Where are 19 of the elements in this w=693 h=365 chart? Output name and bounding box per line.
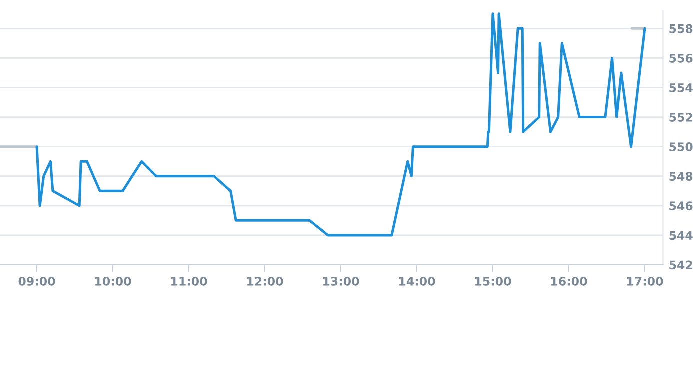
x-tick-label: 09:00 — [18, 277, 56, 286]
x-tick-label: 14:00 — [400, 277, 436, 286]
y-tick-label: 546 — [670, 202, 693, 211]
y-tick-label: 558 — [670, 24, 693, 34]
y-tick-label: 554 — [670, 84, 693, 92]
x-tick-label: 12:00 — [248, 277, 284, 286]
y-tick-label: 550 — [670, 142, 693, 152]
x-tick-label: 16:00 — [552, 277, 588, 286]
y-tick-label: 552 — [670, 113, 692, 122]
x-tick-label: 11:00 — [172, 277, 208, 286]
x-tick-label: 15:00 — [476, 277, 512, 286]
x-tick-label: 13:00 — [324, 277, 360, 286]
x-tick-label: 17:00 — [628, 277, 664, 286]
line-series — [36, 12, 646, 237]
y-tick-label: 548 — [670, 172, 693, 182]
y-tick-label: 542 — [670, 260, 692, 270]
y-tick-label: 556 — [670, 54, 693, 63]
x-tick-label: 10:00 — [96, 277, 132, 286]
y-tick-label: 544 — [670, 231, 693, 240]
